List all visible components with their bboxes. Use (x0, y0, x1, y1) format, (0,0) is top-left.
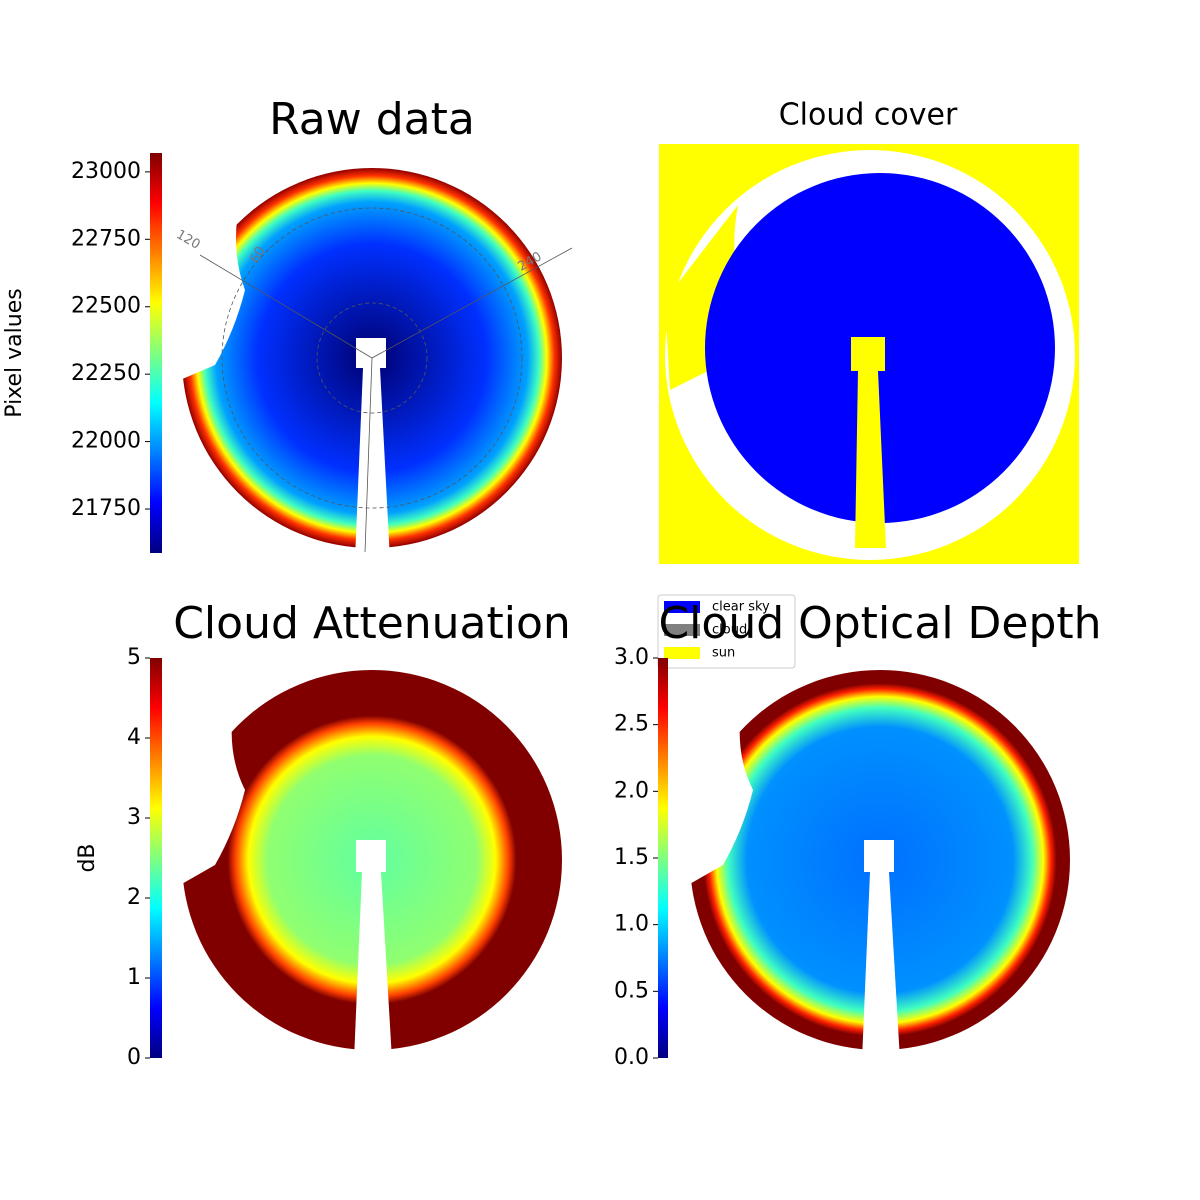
colorbar-tick-label: 2 (127, 885, 141, 910)
attenuation-image (170, 670, 562, 1060)
optical-depth-image (678, 670, 1070, 1060)
colorbar-tick-label: 3.0 (614, 645, 649, 670)
colorbar (658, 658, 668, 1058)
colorbar-tick-label: 2.5 (614, 712, 649, 737)
colorbar-tick-label: 22000 (71, 429, 141, 454)
colorbar-tick-label: 23000 (71, 159, 141, 184)
colorbar-tick-label: 0 (127, 1045, 141, 1070)
colorbar-tick-label: 1.5 (614, 845, 649, 870)
colorbar-tick-label: 22500 (71, 294, 141, 319)
colorbar-tick-label: 3 (127, 805, 141, 830)
raw-image (170, 168, 573, 560)
chart-title: Cloud Optical Depth (658, 598, 1101, 649)
legend-label: clear sky (712, 600, 770, 615)
colorbar-tick-label: 2.0 (614, 778, 649, 803)
colorbar-label: dB (75, 843, 100, 872)
colorbar-tick-label: 0.0 (614, 1045, 649, 1070)
polar-label: 60 (247, 244, 268, 266)
chart-title: Raw data (269, 94, 475, 145)
legend-patch (664, 601, 700, 613)
sun-box (851, 337, 885, 371)
cloud-cover-image (659, 144, 1079, 564)
colorbar-label: Pixel values (2, 288, 27, 417)
chart-title: Cloud cover (779, 98, 958, 133)
legend-label: cloud (712, 623, 747, 638)
colorbar-tick-label: 1.0 (614, 912, 649, 937)
colorbar (150, 658, 162, 1058)
colorbar (150, 153, 162, 553)
colorbar-tick-label: 22250 (71, 361, 141, 386)
colorbar-tick-label: 5 (127, 645, 141, 670)
legend-patch (664, 647, 700, 659)
colorbar-tick-label: 22750 (71, 226, 141, 251)
colorbar-tick-label: 1 (127, 965, 141, 990)
colorbar-tick-label: 21750 (71, 496, 141, 521)
chart-title: Cloud Attenuation (173, 598, 571, 649)
colorbar-tick-label: 4 (127, 725, 141, 750)
polar-label: 120 (173, 227, 202, 252)
sun-stick (855, 371, 886, 548)
legend-patch (664, 624, 700, 636)
legend-label: sun (712, 646, 735, 661)
colorbar-tick-label: 0.5 (614, 978, 649, 1003)
